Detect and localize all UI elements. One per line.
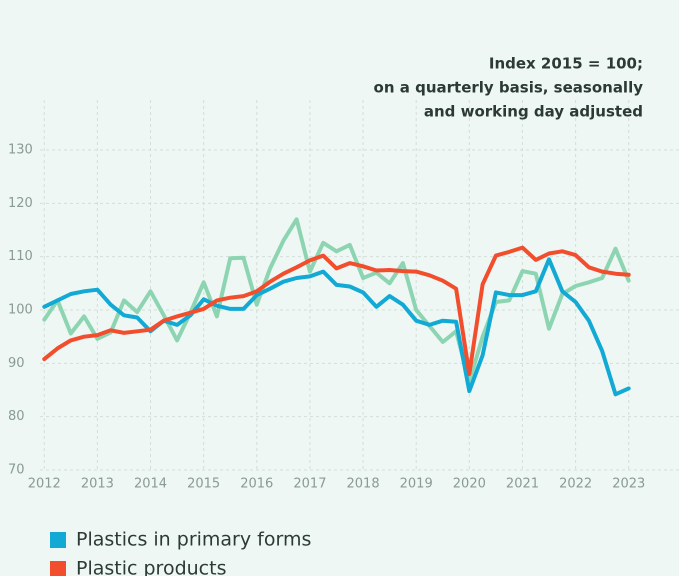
x-tick-label: 2018 xyxy=(347,477,380,492)
legend-swatch xyxy=(50,561,66,576)
y-tick-label: 100 xyxy=(8,303,33,318)
x-tick-label: 2019 xyxy=(400,477,433,492)
x-tick-label: 2017 xyxy=(293,477,326,492)
legend-swatch xyxy=(50,532,66,548)
x-tick-label: 2023 xyxy=(612,477,645,492)
line xyxy=(42,217,631,384)
x-tick-label: 2022 xyxy=(559,477,592,492)
line xyxy=(42,245,631,376)
annotation: Index 2015 = 100; xyxy=(489,55,643,73)
line xyxy=(42,257,631,397)
y-tick-label: 90 xyxy=(8,356,25,371)
y-tick-label: 120 xyxy=(8,196,33,211)
x-tick-label: 2021 xyxy=(506,477,539,492)
y-tick-label: 130 xyxy=(8,143,33,158)
legend-label: Plastics in primary forms xyxy=(76,529,311,551)
x-tick-label: 2016 xyxy=(240,477,273,492)
x-tick-label: 2012 xyxy=(28,477,61,492)
annotation: on a quarterly basis, seasonally xyxy=(374,79,644,97)
annotation: and working day adjusted xyxy=(424,103,643,121)
x-tick-label: 2014 xyxy=(134,477,167,492)
legend-label: Plastic products xyxy=(76,558,226,576)
y-tick-label: 80 xyxy=(8,409,25,424)
x-tick-label: 2020 xyxy=(453,477,486,492)
x-tick-label: 2015 xyxy=(187,477,220,492)
y-tick-label: 70 xyxy=(8,463,25,478)
x-tick-label: 2013 xyxy=(81,477,114,492)
y-tick-label: 110 xyxy=(8,249,33,264)
